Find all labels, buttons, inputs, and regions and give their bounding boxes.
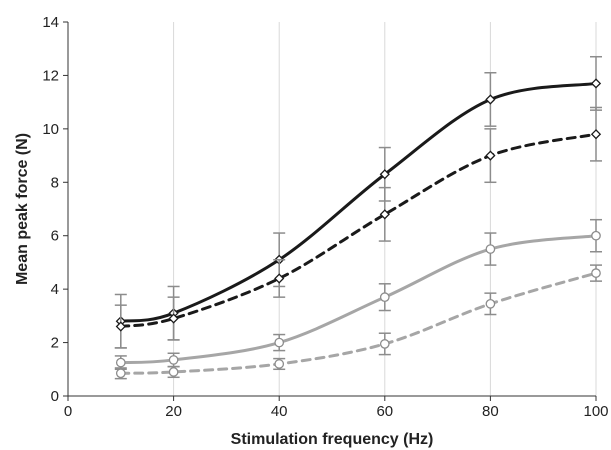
y-tick-label-0: 0 [51,388,59,405]
x-axis-title: Stimulation frequency (Hz) [231,431,434,448]
series-line [119,271,598,375]
series-layer [114,55,602,380]
x-tick-label-80: 80 [482,403,499,420]
series-line [119,81,598,323]
x-tick-label-0: 0 [64,403,72,420]
data-point [485,298,496,309]
data-point [379,169,390,180]
data-point [115,321,126,332]
y-tick-label-8: 8 [51,174,59,191]
data-point [485,150,496,161]
data-point [591,268,601,278]
series-4 [114,264,602,380]
data-point [168,367,179,377]
y-tick-label-14: 14 [42,14,59,31]
data-point [485,94,496,105]
data-point [168,313,179,324]
y-axis-title: Mean peak force (N) [14,133,31,285]
data-point [591,230,601,241]
data-point [168,355,179,365]
data-point [274,359,285,369]
y-tick-label-10: 10 [42,121,59,138]
axes [63,21,597,401]
y-tick-label-6: 6 [51,228,59,245]
series-line [119,132,598,329]
data-point [590,129,602,140]
data-point [379,292,390,303]
series-3 [114,218,602,371]
y-tick-label-12: 12 [42,67,59,84]
x-tick-label-60: 60 [376,403,393,420]
data-point [274,273,285,284]
data-point [379,339,390,349]
data-point [590,78,602,89]
data-point [115,357,126,368]
data-point [485,244,496,254]
data-point [115,368,126,379]
y-tick-label-4: 4 [51,281,59,298]
x-tick-label-100: 100 [583,403,608,420]
x-tick-label-20: 20 [165,403,182,420]
series-2 [114,106,602,349]
data-point [274,337,285,348]
tick-labels: 0 2 4 6 8 10 12 14 0 20 40 60 80 100 [42,14,608,420]
data-point [379,209,390,220]
series-1 [114,55,602,349]
series-line [119,234,598,365]
y-tick-label-2: 2 [51,335,59,352]
x-tick-label-40: 40 [271,403,288,420]
